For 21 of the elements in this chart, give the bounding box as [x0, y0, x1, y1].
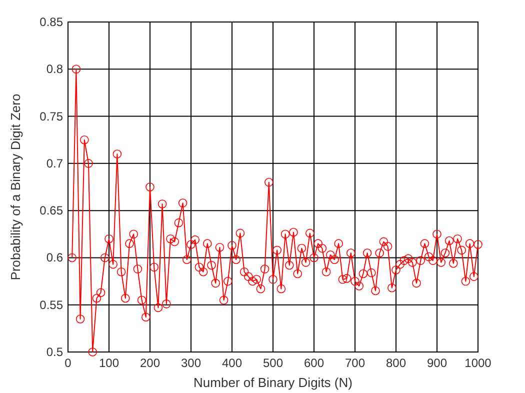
- y-tick-label: 0.7: [46, 156, 64, 170]
- y-axis-title: Probability of a Binary Digit Zero: [8, 94, 23, 280]
- x-tick-label: 300: [180, 356, 202, 370]
- y-tick-label: 0.8: [46, 62, 64, 76]
- x-tick-label: 900: [426, 356, 448, 370]
- y-tick-label: 0.55: [40, 298, 64, 312]
- y-tick-label: 0.5: [46, 345, 64, 359]
- x-axis-title: Number of Binary Digits (N): [194, 375, 352, 390]
- x-tick-label: 800: [386, 356, 406, 370]
- y-tick-label: 0.65: [40, 204, 64, 218]
- x-tick-label: 0: [64, 356, 72, 370]
- y-tick-label: 0.85: [40, 15, 64, 29]
- x-tick-label: 200: [140, 356, 160, 370]
- y-tick-label: 0.75: [40, 109, 64, 124]
- x-tick-label: 1000: [464, 356, 492, 370]
- x-tick-label: 400: [222, 356, 242, 370]
- y-tick-label: 0.6: [46, 250, 64, 265]
- x-tick-label: 500: [262, 356, 284, 370]
- x-tick-label: 600: [304, 356, 324, 370]
- x-tick-label: 100: [98, 356, 120, 370]
- x-tick-label: 700: [344, 356, 366, 370]
